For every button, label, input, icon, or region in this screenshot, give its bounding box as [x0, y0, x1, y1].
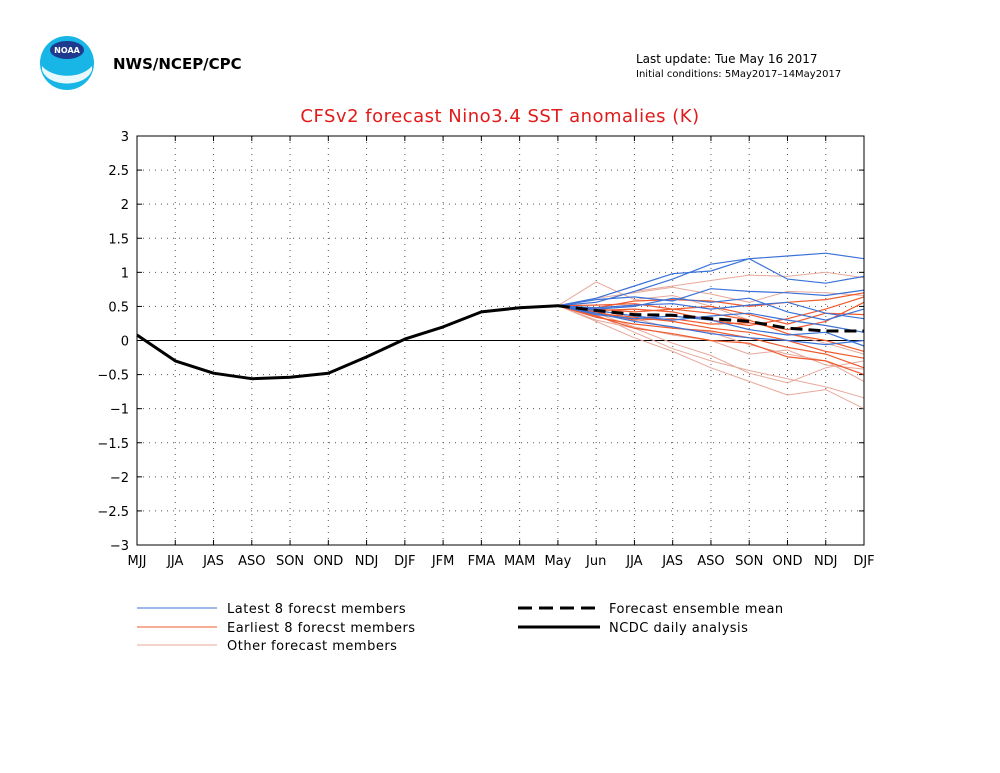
x-tick-label: JJA	[625, 554, 642, 569]
y-tick-label: 2.5	[108, 164, 129, 179]
y-tick-label: −1.5	[97, 437, 129, 452]
y-tick-label: 3	[121, 130, 129, 145]
x-tick-label: May	[544, 554, 571, 569]
series-ncdc-analysis	[136, 304, 558, 381]
x-tick-label: DJF	[394, 554, 415, 569]
y-tick-label: −2	[110, 471, 129, 486]
last-update: Last update: Tue May 16 2017	[636, 52, 818, 66]
y-tick-label: 0.5	[108, 300, 129, 315]
y-tick-label: −1	[110, 403, 129, 418]
y-tick-label: −2.5	[97, 505, 129, 520]
y-tick-label: −3	[110, 539, 129, 554]
series-latest-member-4	[557, 301, 865, 320]
x-tick-label: SON	[735, 554, 763, 569]
series-latest-member-5	[557, 305, 865, 333]
legend-label-earliest: Earliest 8 forecst members	[227, 621, 416, 636]
plot-frame	[136, 135, 865, 546]
noaa-logo: NOAA	[40, 36, 94, 90]
initial-conditions: Initial conditions: 5May2017–14May2017	[636, 69, 841, 80]
noaa-logo-text: NOAA	[54, 46, 80, 55]
y-tick-label: −0.5	[97, 369, 129, 384]
series-earliest-member-5	[557, 305, 865, 369]
y-tick-label: 2	[121, 198, 129, 213]
legend-label-latest: Latest 8 forecst members	[227, 602, 406, 617]
series-other-member-5	[557, 305, 865, 384]
series-earliest-member-1	[557, 292, 865, 309]
x-tick-label: OND	[313, 554, 343, 569]
x-tick-label: FMA	[468, 554, 496, 569]
x-tick-label: MJJ	[128, 554, 147, 569]
x-tick-label: JAS	[202, 554, 224, 569]
x-tick-label: ASO	[238, 554, 265, 569]
series-other-member-3	[557, 305, 865, 410]
x-tick-label: NDJ	[814, 554, 838, 569]
x-tick-label: OND	[772, 554, 802, 569]
x-tick-label: Jun	[585, 554, 606, 569]
x-tick-label: ASO	[697, 554, 724, 569]
x-tick-label: MAM	[504, 554, 535, 569]
legend-label-other: Other forecast members	[227, 639, 397, 654]
legend-label-analysis: NCDC daily analysis	[609, 621, 748, 636]
series-other-member-7	[557, 286, 865, 307]
legend-label-mean: Forecast ensemble mean	[609, 602, 784, 617]
y-tick-label: 1.5	[108, 232, 129, 247]
series-latest-member-3	[557, 288, 865, 307]
org-label: NWS/NCEP/CPC	[113, 55, 242, 73]
x-tick-label: DJF	[853, 554, 874, 569]
series-latest-member-7	[557, 297, 865, 321]
y-tick-label: 1	[121, 266, 129, 281]
x-tick-label: SON	[276, 554, 304, 569]
series-ensemble-mean	[557, 304, 864, 333]
y-tick-label: 0	[121, 335, 129, 350]
series-earliest-member-7	[557, 305, 865, 359]
series-latest-member-1	[557, 252, 865, 307]
x-tick-label: JAS	[661, 554, 683, 569]
x-tick-label: JJA	[166, 554, 183, 569]
x-tick-label: NDJ	[355, 554, 379, 569]
chart-title: CFSv2 forecast Nino3.4 SST anomalies (K)	[300, 106, 699, 127]
legend: Latest 8 forecst members Earliest 8 fore…	[137, 602, 784, 654]
x-tick-label: JFM	[431, 554, 455, 569]
